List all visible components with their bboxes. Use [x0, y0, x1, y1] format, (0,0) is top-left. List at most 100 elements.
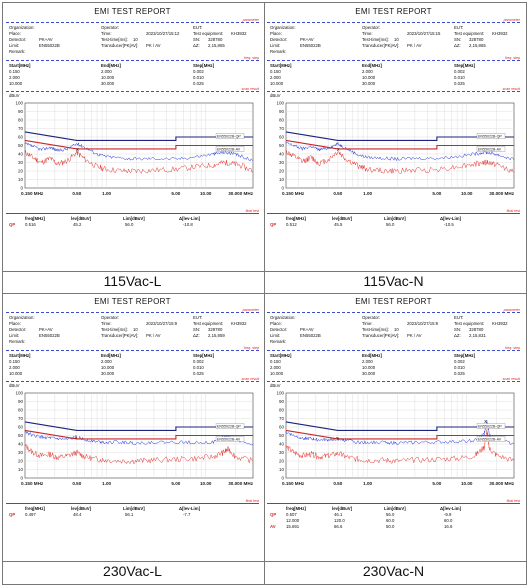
place-label: Place:	[9, 31, 21, 36]
y-tick-label: 40	[18, 442, 24, 447]
x-tick-label: 10.00	[461, 481, 473, 486]
test-time-value: 10	[133, 37, 138, 42]
scan-result-tag: scan result	[241, 377, 259, 381]
final-delta: -7.7	[183, 512, 191, 517]
range-end: 2.000	[362, 69, 373, 74]
start-header: Start[MHz]	[270, 353, 292, 358]
y-tick-label: 10	[279, 177, 285, 182]
pk-trace	[24, 141, 254, 162]
transducer-label: Transducer[PK|AV]:	[101, 43, 139, 48]
range-start: 0.150	[9, 359, 20, 364]
y-tick-label: 30	[18, 450, 24, 455]
test-equipment-value: KH3932	[492, 31, 508, 36]
test-time-label: Test-time[ms]:	[101, 327, 128, 332]
final-delta: -10.8	[183, 222, 193, 227]
y-tick-label: 10	[18, 467, 24, 472]
remark-label: Remark:	[270, 339, 287, 344]
final-test-tag: final test	[506, 499, 520, 503]
range-start: 2.000	[9, 75, 20, 80]
range-step: 0.025	[454, 81, 465, 86]
eut-label: EUT:	[454, 25, 464, 30]
range-end: 2.000	[101, 69, 112, 74]
parameter-tag: parameter	[242, 18, 259, 22]
final-freq: 15.691	[286, 524, 300, 529]
range-start: 0.150	[270, 69, 281, 74]
dz-label: ΔZ:	[193, 43, 200, 48]
y-tick-label: 30	[279, 160, 285, 165]
test-equipment-label: Test equipment:	[193, 321, 224, 326]
y-axis-unit: dBuV	[9, 383, 20, 388]
final-marker: x	[337, 436, 340, 442]
limit-legend-box	[215, 146, 245, 152]
transducer-value: PK / AV	[146, 43, 161, 48]
final-level: 48.4	[73, 512, 82, 517]
start-header: Start[MHz]	[270, 63, 292, 68]
parameter-tag: parameter	[503, 18, 520, 22]
limit-value: EN55022B	[39, 333, 60, 338]
test-equipment-value: KH3932	[231, 31, 247, 36]
final-limit: 56.0	[125, 222, 134, 227]
emi-report-panel: EMI TEST REPORT parameter Organization: Pla…	[264, 293, 523, 563]
report-title: EMI TEST REPORT	[355, 297, 432, 306]
time-label: Time:	[101, 31, 112, 36]
y-tick-label: 50	[18, 433, 24, 438]
y-tick-label: 60	[18, 135, 24, 140]
test-equipment-label: Test equipment:	[454, 321, 485, 326]
organization-label: Organization:	[9, 315, 35, 320]
range-end: 2.000	[362, 359, 373, 364]
start-header: Start[MHz]	[9, 353, 31, 358]
place-label: Place:	[270, 31, 282, 36]
emi-spectrum-chart: 0 10 20 30 40 50 60 70 80 90 100 0.150 MHz 0.50 1.00 5…	[15, 101, 254, 196]
range-end: 10.000	[362, 75, 376, 80]
end-header: End[MHz]	[101, 353, 121, 358]
freq-header: freq[MHz]	[25, 506, 45, 511]
limit-legend-label: EN55022B-QP	[478, 135, 502, 139]
section-divider	[267, 60, 520, 61]
y-tick-label: 70	[18, 416, 24, 421]
report-title: EMI TEST REPORT	[94, 7, 171, 16]
time-value: 2023/10/27/15:9	[146, 321, 178, 326]
sn-value: 328780	[208, 327, 223, 332]
qp-limit-line	[24, 421, 253, 431]
qp-limit-line	[285, 131, 514, 141]
y-tick-label: 20	[18, 459, 24, 464]
detector-value: PK+AV	[300, 327, 314, 332]
section-divider	[6, 312, 259, 313]
pk-trace	[285, 141, 515, 162]
detector-label: Detector:	[270, 327, 288, 332]
final-freq: 0.512	[286, 222, 297, 227]
lev-header: lev[dBuV]	[332, 506, 353, 511]
qp-limit-line	[285, 421, 514, 431]
section-divider	[267, 213, 520, 214]
y-axis-unit: dBuV	[270, 93, 281, 98]
y-tick-label: 40	[18, 152, 24, 157]
sn-label: SN:	[193, 37, 201, 42]
y-tick-label: 40	[279, 442, 285, 447]
test-time-value: 10	[394, 327, 399, 332]
emi-report-panel: EMI TEST REPORT parameter Organization: Pla…	[264, 3, 523, 273]
limit-label: Limit:	[9, 43, 20, 48]
operator-label: Operator:	[362, 25, 381, 30]
section-divider	[6, 213, 259, 214]
limit-value: EN55022B	[300, 333, 321, 338]
limit-label: Limit:	[270, 333, 281, 338]
final-limit: 60.0	[386, 518, 395, 523]
y-tick-label: 20	[18, 169, 24, 174]
organization-label: Organization:	[270, 25, 296, 30]
range-start: 10.000	[9, 81, 23, 86]
final-detector: AV	[270, 524, 276, 529]
parameter-tag: parameter	[242, 308, 259, 312]
freq-step-tag: freq. step	[244, 56, 259, 60]
final-delta: -10.5	[444, 222, 454, 227]
step-header: Step[MHz]	[193, 353, 215, 358]
panel-caption: 115Vac-L	[103, 273, 162, 289]
range-step: 0.002	[454, 359, 465, 364]
y-tick-label: 60	[279, 425, 285, 430]
emi-spectrum-chart: 0 10 20 30 40 50 60 70 80 90 100 0.150 MHz 0.50 1.00 5…	[276, 391, 514, 486]
grid-divider-3	[3, 561, 526, 562]
emi-spectrum-chart: 0 10 20 30 40 50 60 70 80 90 100 0.150 MHz 0.50 1.00 5…	[276, 101, 515, 196]
range-end: 10.000	[101, 75, 115, 80]
end-header: End[MHz]	[101, 63, 121, 68]
lim-header: Lim[dBuV]	[123, 216, 145, 221]
section-divider	[6, 91, 259, 92]
